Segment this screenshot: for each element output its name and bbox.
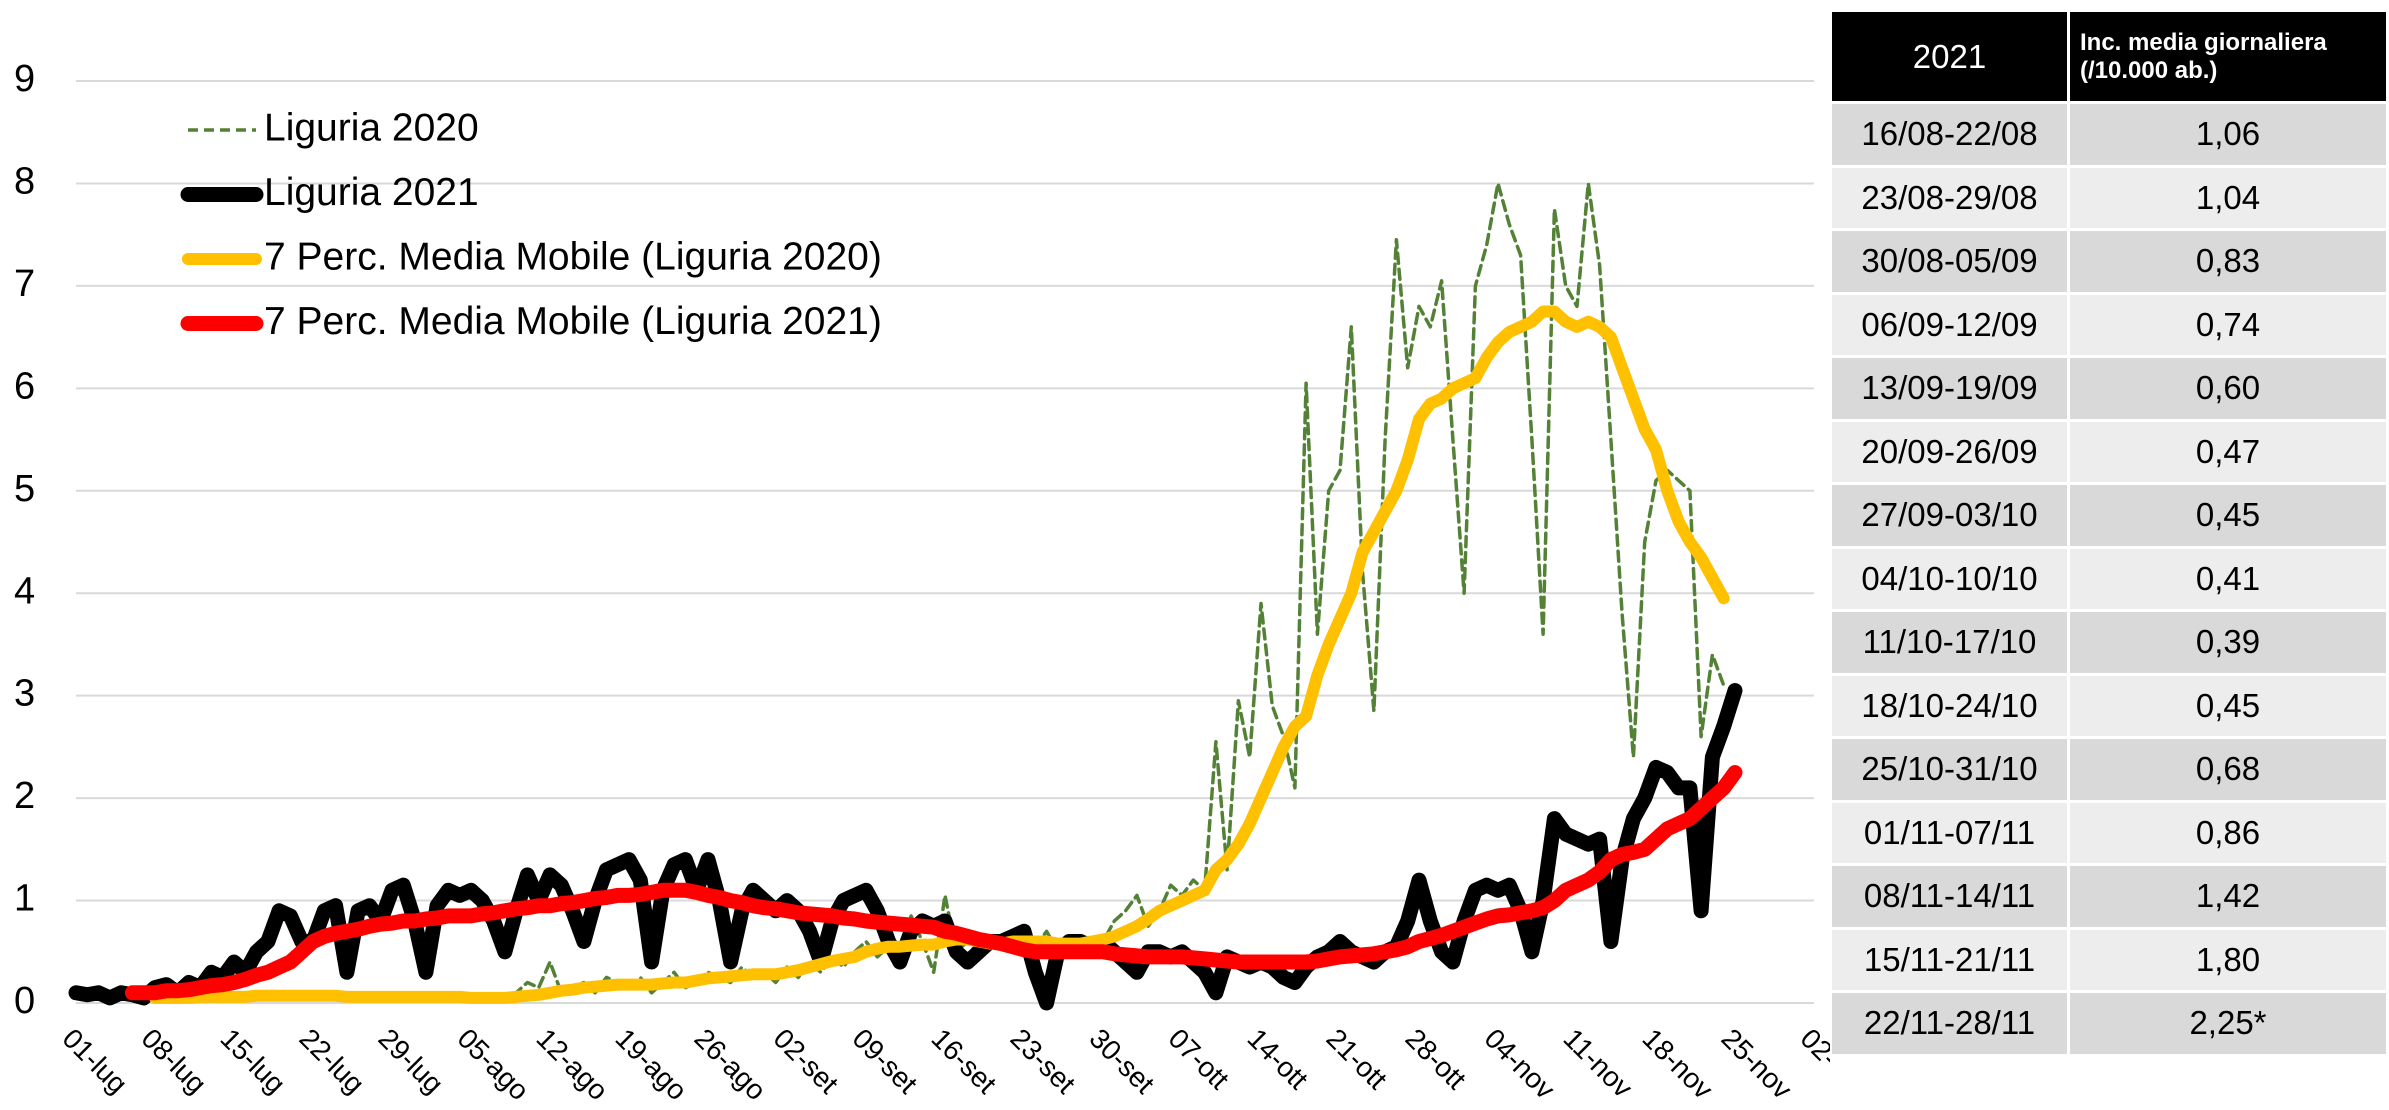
table-cell: 30/08-05/09 [1832,231,2070,295]
x-tick-label: 15-lug [215,1023,292,1100]
table-cell: 0,74 [2070,294,2389,358]
x-tick-label: 29-lug [373,1023,450,1100]
table-cell: 15/11-21/11 [1832,929,2070,993]
table-cell: 0,47 [2070,421,2389,485]
table-row: 04/10-10/10 0,41 [1832,548,2389,612]
x-tick-label: 02-set [768,1023,845,1100]
x-tick-label: 18-nov [1637,1023,1719,1105]
y-tick-label: 4 [14,570,35,612]
table-cell: 04/10-10/10 [1832,548,2070,612]
table-row: 15/11-21/11 1,80 [1832,929,2389,993]
table-row: 30/08-05/09 0,83 [1832,231,2389,295]
series-line [149,305,1730,1004]
table-row: 20/09-26/09 0,47 [1832,421,2389,485]
y-tick-label: 6 [14,365,35,407]
table-row: 22/11-28/11 2,25* [1832,993,2389,1057]
x-tick-label: 04-nov [1479,1023,1561,1105]
table-cell: 01/11-07/11 [1832,802,2070,866]
y-tick-label: 9 [14,58,35,100]
table-row: 16/08-22/08 1,06 [1832,104,2389,168]
series-line [124,765,1743,1001]
table-cell: 22/11-28/11 [1832,993,2070,1057]
table-cell: 1,80 [2070,929,2389,993]
table-cell: 27/09-03/10 [1832,485,2070,549]
x-tick-label: 26-ago [689,1023,773,1107]
x-tick-label: 05-ago [452,1023,536,1107]
table-cell: 0,41 [2070,548,2389,612]
table-cell: 18/10-24/10 [1832,675,2070,739]
x-tick-label: 22-lug [294,1023,371,1100]
table-row: 06/09-12/09 0,74 [1832,294,2389,358]
legend-label: 7 Perc. Media Mobile (Liguria 2020) [264,235,882,278]
table-cell: 1,04 [2070,167,2389,231]
x-tick-label: 02-dic [1795,1023,1830,1099]
header-cell: Inc. media giornaliera (/10.000 ab.) [2070,12,2389,104]
table-cell: 16/08-22/08 [1832,104,2070,168]
table-cell: 1,42 [2070,866,2389,930]
table-cell: 0,68 [2070,739,2389,803]
x-tick-label: 16-set [926,1023,1003,1100]
table-cell: 1,06 [2070,104,2389,168]
table-cell: 08/11-14/11 [1832,866,2070,930]
x-tick-label: 12-ago [531,1023,615,1107]
x-tick-label: 21-ott [1321,1023,1394,1096]
x-tick-label: 28-ott [1400,1023,1473,1096]
y-tick-label: 8 [14,160,35,202]
weekly-table: 2021 Inc. media giornaliera (/10.000 ab.… [1832,12,2389,1057]
x-tick-label: 11-nov [1558,1023,1639,1104]
y-tick-label: 3 [14,673,35,715]
table-cell: 0,45 [2070,485,2389,549]
legend-label: Liguria 2021 [264,171,479,214]
x-tick-label: 30-set [1084,1023,1161,1100]
x-tick-label: 07-ott [1163,1023,1236,1096]
y-tick-label: 5 [14,468,35,510]
table-cell: 13/09-19/09 [1832,358,2070,422]
table-cell: 0,83 [2070,231,2389,295]
table-cell: 11/10-17/10 [1832,612,2070,676]
header-cell: 2021 [1832,12,2070,104]
table-cell: 25/10-31/10 [1832,739,2070,803]
x-tick-label: 25-nov [1716,1023,1798,1105]
table-cell: 0,39 [2070,612,2389,676]
x-tick-label: 08-lug [136,1023,213,1100]
table-row: 18/10-24/10 0,45 [1832,675,2389,739]
chart: 0 1 2 3 4 5 6 7 8 9 01-lug 08-lug 15-lug 22-lug 29-lug… [14,58,1830,1107]
table-cell: 20/09-26/09 [1832,421,2070,485]
x-tick-label: 01-lug [57,1023,134,1100]
y-tick-label: 0 [14,980,35,1022]
legend-label: 7 Perc. Media Mobile (Liguria 2021) [264,300,882,343]
y-tick-label: 2 [14,775,35,817]
table-row: 01/11-07/11 0,86 [1832,802,2389,866]
table-row: 23/08-29/08 1,04 [1832,167,2389,231]
table-cell: 0,86 [2070,802,2389,866]
table-row: 08/11-14/11 1,42 [1832,866,2389,930]
table-row: 13/09-19/09 0,60 [1832,358,2389,422]
table-cell: 0,60 [2070,358,2389,422]
x-tick-label: 14-ott [1242,1023,1315,1096]
y-tick-label: 7 [14,263,35,305]
x-tick-label: 19-ago [610,1023,694,1107]
x-tick-label: 09-set [847,1023,924,1100]
table-cell: 06/09-12/09 [1832,294,2070,358]
table-cell: 23/08-29/08 [1832,167,2070,231]
table-row: 27/09-03/10 0,45 [1832,485,2389,549]
x-tick-label: 23-set [1005,1023,1082,1100]
table-row: 25/10-31/10 0,68 [1832,739,2389,803]
y-tick-label: 1 [14,878,35,920]
table-cell: 0,45 [2070,675,2389,739]
table-cell: 2,25* [2070,993,2389,1057]
table-row: 11/10-17/10 0,39 [1832,612,2389,676]
legend-label: Liguria 2020 [264,106,479,149]
table-header: 2021 Inc. media giornaliera (/10.000 ab.… [1832,12,2389,104]
series-line [68,683,1743,1011]
